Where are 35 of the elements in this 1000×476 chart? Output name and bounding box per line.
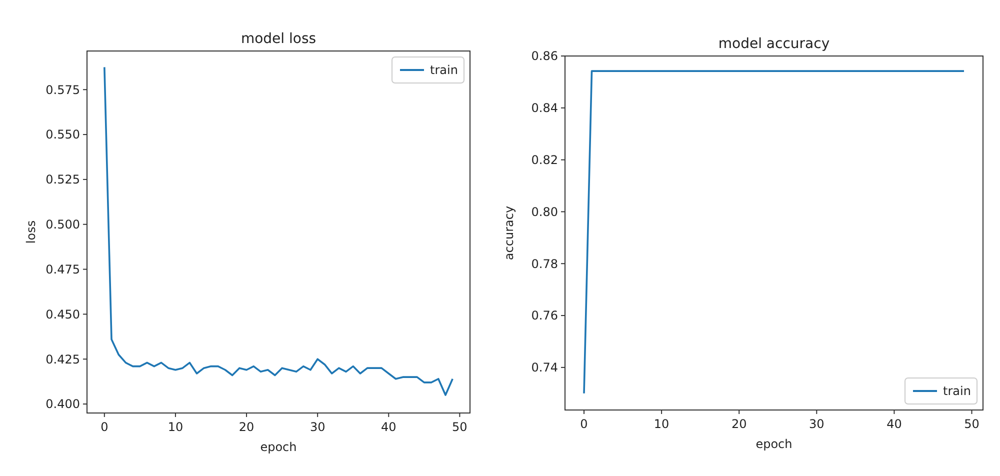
x-tick-label: 30 <box>809 417 824 431</box>
chart-title: model accuracy <box>718 36 830 52</box>
x-axis-title: epoch <box>260 440 297 454</box>
y-tick-label: 0.84 <box>531 101 558 116</box>
y-tick-label: 0.550 <box>46 128 80 142</box>
y-tick-label: 0.76 <box>531 308 558 323</box>
y-tick-label: 0.74 <box>531 360 558 375</box>
x-tick-label: 0 <box>100 420 108 434</box>
x-tick-label: 50 <box>452 420 468 434</box>
y-tick-label: 0.450 <box>46 307 80 322</box>
x-tick-label: 50 <box>964 417 980 431</box>
y-tick-label: 0.525 <box>46 172 80 187</box>
chart-title: model loss <box>240 31 316 47</box>
y-tick-label: 0.86 <box>531 49 558 64</box>
y-axis-title: accuracy <box>502 206 516 260</box>
x-tick-label: 20 <box>238 420 254 434</box>
y-tick-label: 0.82 <box>531 153 558 168</box>
y-tick-label: 0.500 <box>46 218 80 232</box>
legend-label: train <box>430 63 458 78</box>
y-tick-label: 0.425 <box>46 352 80 366</box>
x-tick-label: 20 <box>731 417 747 431</box>
y-tick-label: 0.80 <box>531 204 558 219</box>
x-tick-label: 40 <box>381 420 396 434</box>
x-axis-title: epoch <box>756 437 792 451</box>
x-tick-label: 40 <box>886 417 902 431</box>
y-axis-title: loss <box>24 220 38 244</box>
y-tick-label: 0.78 <box>531 256 558 271</box>
y-tick-label: 0.575 <box>46 82 80 97</box>
y-tick-label: 0.475 <box>46 262 80 276</box>
x-tick-label: 30 <box>310 420 326 434</box>
x-tick-label: 10 <box>168 420 184 434</box>
x-tick-label: 0 <box>580 417 588 431</box>
x-tick-label: 10 <box>654 417 670 431</box>
legend-label: train <box>943 384 971 398</box>
y-tick-label: 0.400 <box>46 397 80 412</box>
